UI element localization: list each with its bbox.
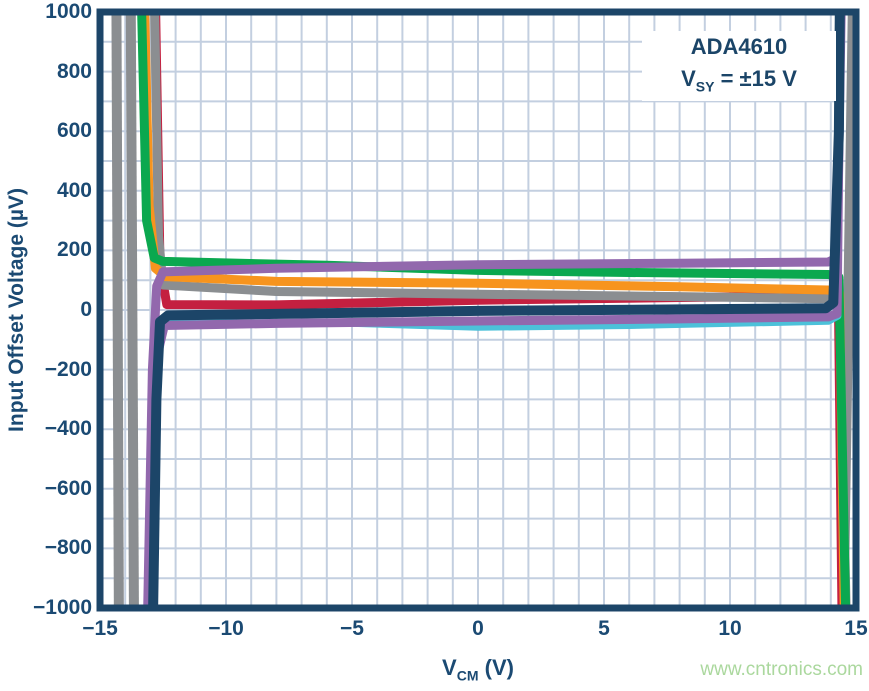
x-tick-label: 5: [598, 617, 610, 640]
y-tick-label: −800: [44, 536, 92, 560]
y-tick-label: 800: [56, 59, 92, 83]
x-axis-title: VCM (V): [442, 655, 514, 684]
series-group: [111, 12, 856, 608]
annotation-box: ADA4610 VSY = ±15 V: [642, 31, 836, 101]
x-tick-label: 15: [844, 617, 868, 640]
y-tick-label: 600: [56, 119, 92, 143]
x-tick-label: 10: [718, 617, 742, 640]
x-tick-label: −15: [82, 617, 118, 640]
y-tick-label: −200: [44, 357, 92, 381]
x-tick-label: −10: [208, 617, 244, 640]
curve-unit-gray-rail-left-2: [125, 12, 139, 608]
y-tick-label: 400: [56, 178, 92, 202]
y-tick-label: 200: [56, 238, 92, 262]
plot-frame: [96, 8, 860, 612]
y-tick-label: 1000: [45, 0, 92, 23]
annotation-supply-voltage: VSY = ±15 V: [681, 66, 797, 95]
y-tick-label: 0: [80, 298, 92, 321]
annotation-device-name: ADA4610: [690, 34, 788, 59]
curve-unit-navy: [148, 12, 845, 608]
watermark-text: www.cntronics.com: [700, 659, 863, 680]
x-tick-label: 0: [472, 617, 484, 640]
curve-unit-gray-rail-left-1: [111, 12, 124, 608]
y-tick-label: −1000: [33, 596, 92, 619]
y-tick-label: −600: [44, 476, 92, 500]
y-tick-label: −400: [44, 417, 92, 441]
x-tick-label: −5: [340, 617, 364, 640]
